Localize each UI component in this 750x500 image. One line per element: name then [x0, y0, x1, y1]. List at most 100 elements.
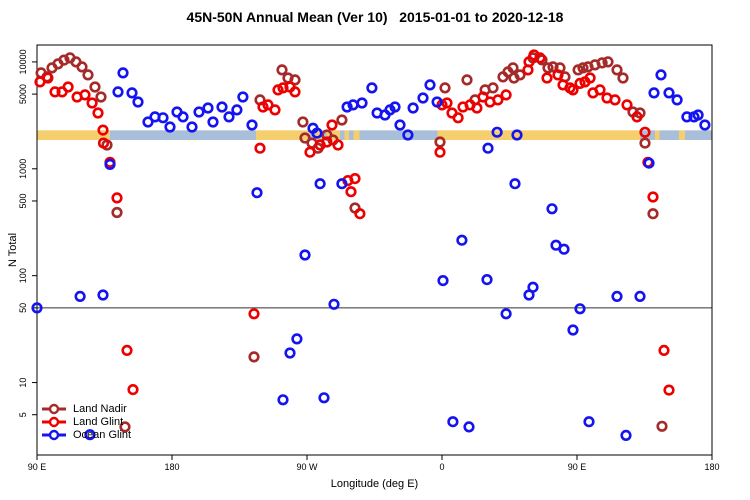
data-point-ocean-glint	[491, 126, 503, 138]
data-point-land-nadir	[297, 116, 309, 128]
data-point-ocean-glint	[482, 142, 494, 154]
data-point-ocean-glint	[546, 203, 558, 215]
data-point-land-glint	[471, 102, 483, 114]
data-point-ocean-glint	[237, 91, 249, 103]
data-point-land-glint	[434, 146, 446, 158]
legend-item-ocean-glint: Ocean Glint	[41, 428, 131, 441]
data-point-land-glint	[500, 89, 512, 101]
data-point-ocean-glint	[246, 119, 258, 131]
x-axis-label: Longitude (deg E)	[330, 478, 419, 490]
data-point-ocean-glint	[223, 111, 235, 123]
data-point-ocean-glint	[456, 234, 468, 246]
legend-marker	[42, 416, 66, 427]
data-point-land-nadir	[434, 136, 446, 148]
data-point-land-glint	[658, 344, 670, 357]
data-point-ocean-glint	[527, 281, 539, 293]
data-point-ocean-glint	[84, 429, 96, 441]
data-point-land-glint	[541, 72, 553, 84]
surface-band-land	[679, 130, 685, 140]
surface-band-land	[37, 130, 110, 140]
surface-band-ocean	[349, 130, 354, 140]
data-point-land-glint	[97, 124, 109, 136]
data-point-land-nadir	[542, 62, 554, 74]
data-point-ocean-glint	[424, 79, 436, 91]
data-point-ocean-glint	[318, 392, 330, 404]
data-point-ocean-glint	[567, 324, 579, 336]
data-point-ocean-glint	[186, 121, 198, 133]
data-point-land-glint	[42, 72, 54, 84]
data-point-ocean-glint	[277, 394, 289, 406]
surface-band-land	[344, 130, 349, 140]
legend-label: Ocean Glint	[73, 428, 132, 441]
data-point-ocean-glint	[663, 87, 675, 99]
data-point-land-glint	[111, 192, 123, 204]
data-point-land-glint	[332, 139, 344, 151]
data-point-ocean-glint	[299, 249, 311, 261]
surface-band-ocean	[659, 130, 679, 140]
data-point-land-glint	[79, 89, 91, 101]
data-point-ocean-glint	[447, 416, 459, 428]
y-tick-label: 1000	[18, 159, 28, 179]
data-point-land-glint	[345, 186, 357, 198]
data-point-land-nadir	[639, 137, 651, 149]
data-point-land-glint	[127, 384, 139, 396]
data-point-land-glint	[609, 94, 621, 106]
data-point-land-glint	[441, 97, 453, 109]
data-point-land-nadir	[58, 54, 70, 66]
legend-label: Land Glint	[73, 415, 124, 428]
data-point-land-nadir	[336, 114, 348, 126]
legend-item-land-glint: Land Glint	[41, 415, 131, 428]
data-point-ocean-glint	[314, 178, 326, 190]
data-point-ocean-glint	[671, 94, 683, 106]
data-point-ocean-glint	[336, 178, 348, 190]
data-point-land-glint	[534, 52, 546, 64]
data-point-ocean-glint	[417, 92, 429, 104]
data-point-ocean-glint	[231, 104, 243, 116]
data-point-ocean-glint	[74, 290, 86, 303]
data-point-ocean-glint	[558, 243, 570, 255]
data-point-land-glint	[254, 142, 266, 154]
data-point-land-glint	[349, 173, 361, 185]
data-point-ocean-glint	[394, 119, 406, 131]
data-point-land-glint	[49, 86, 61, 98]
x-tick-label: 90 E	[28, 462, 47, 472]
data-point-land-glint	[97, 137, 110, 149]
x-tick-label: 180	[704, 462, 719, 472]
data-point-land-nadir	[248, 351, 260, 363]
data-point-land-glint	[584, 72, 596, 84]
data-point-ocean-glint	[97, 289, 109, 301]
data-point-ocean-glint	[216, 101, 228, 113]
data-point-ocean-glint	[463, 421, 475, 433]
data-point-land-nadir	[289, 74, 301, 86]
data-point-land-glint	[552, 69, 564, 81]
data-point-ocean-glint	[655, 69, 667, 81]
legend-marker	[42, 403, 66, 414]
data-point-land-nadir	[82, 69, 94, 81]
plot-box	[36, 44, 713, 456]
x-tick-label: 180	[164, 462, 179, 472]
data-point-ocean-glint	[648, 87, 660, 99]
data-point-ocean-glint	[207, 116, 219, 128]
data-point-land-glint	[289, 86, 301, 98]
data-point-ocean-glint	[699, 119, 711, 131]
data-point-ocean-glint	[620, 429, 632, 442]
y-tick-label: 5	[18, 412, 28, 417]
data-point-ocean-glint	[437, 275, 449, 287]
data-point-ocean-glint	[117, 67, 129, 79]
data-point-ocean-glint	[611, 290, 623, 303]
y-tick-label: 500	[18, 193, 28, 208]
surface-band-ocean	[109, 130, 256, 140]
legend-marker	[42, 429, 66, 440]
data-point-land-glint	[492, 94, 504, 106]
legend-item-land-nadir: Land Nadir	[41, 402, 131, 415]
data-point-land-glint	[304, 146, 316, 158]
data-point-land-nadir	[547, 61, 559, 73]
data-point-land-glint	[594, 84, 606, 96]
data-point-ocean-glint	[164, 121, 176, 133]
data-point-ocean-glint	[251, 187, 263, 199]
data-point-land-glint	[452, 112, 464, 124]
data-point-ocean-glint	[112, 86, 124, 98]
data-point-ocean-glint	[157, 112, 169, 124]
surface-band-land	[314, 130, 321, 140]
